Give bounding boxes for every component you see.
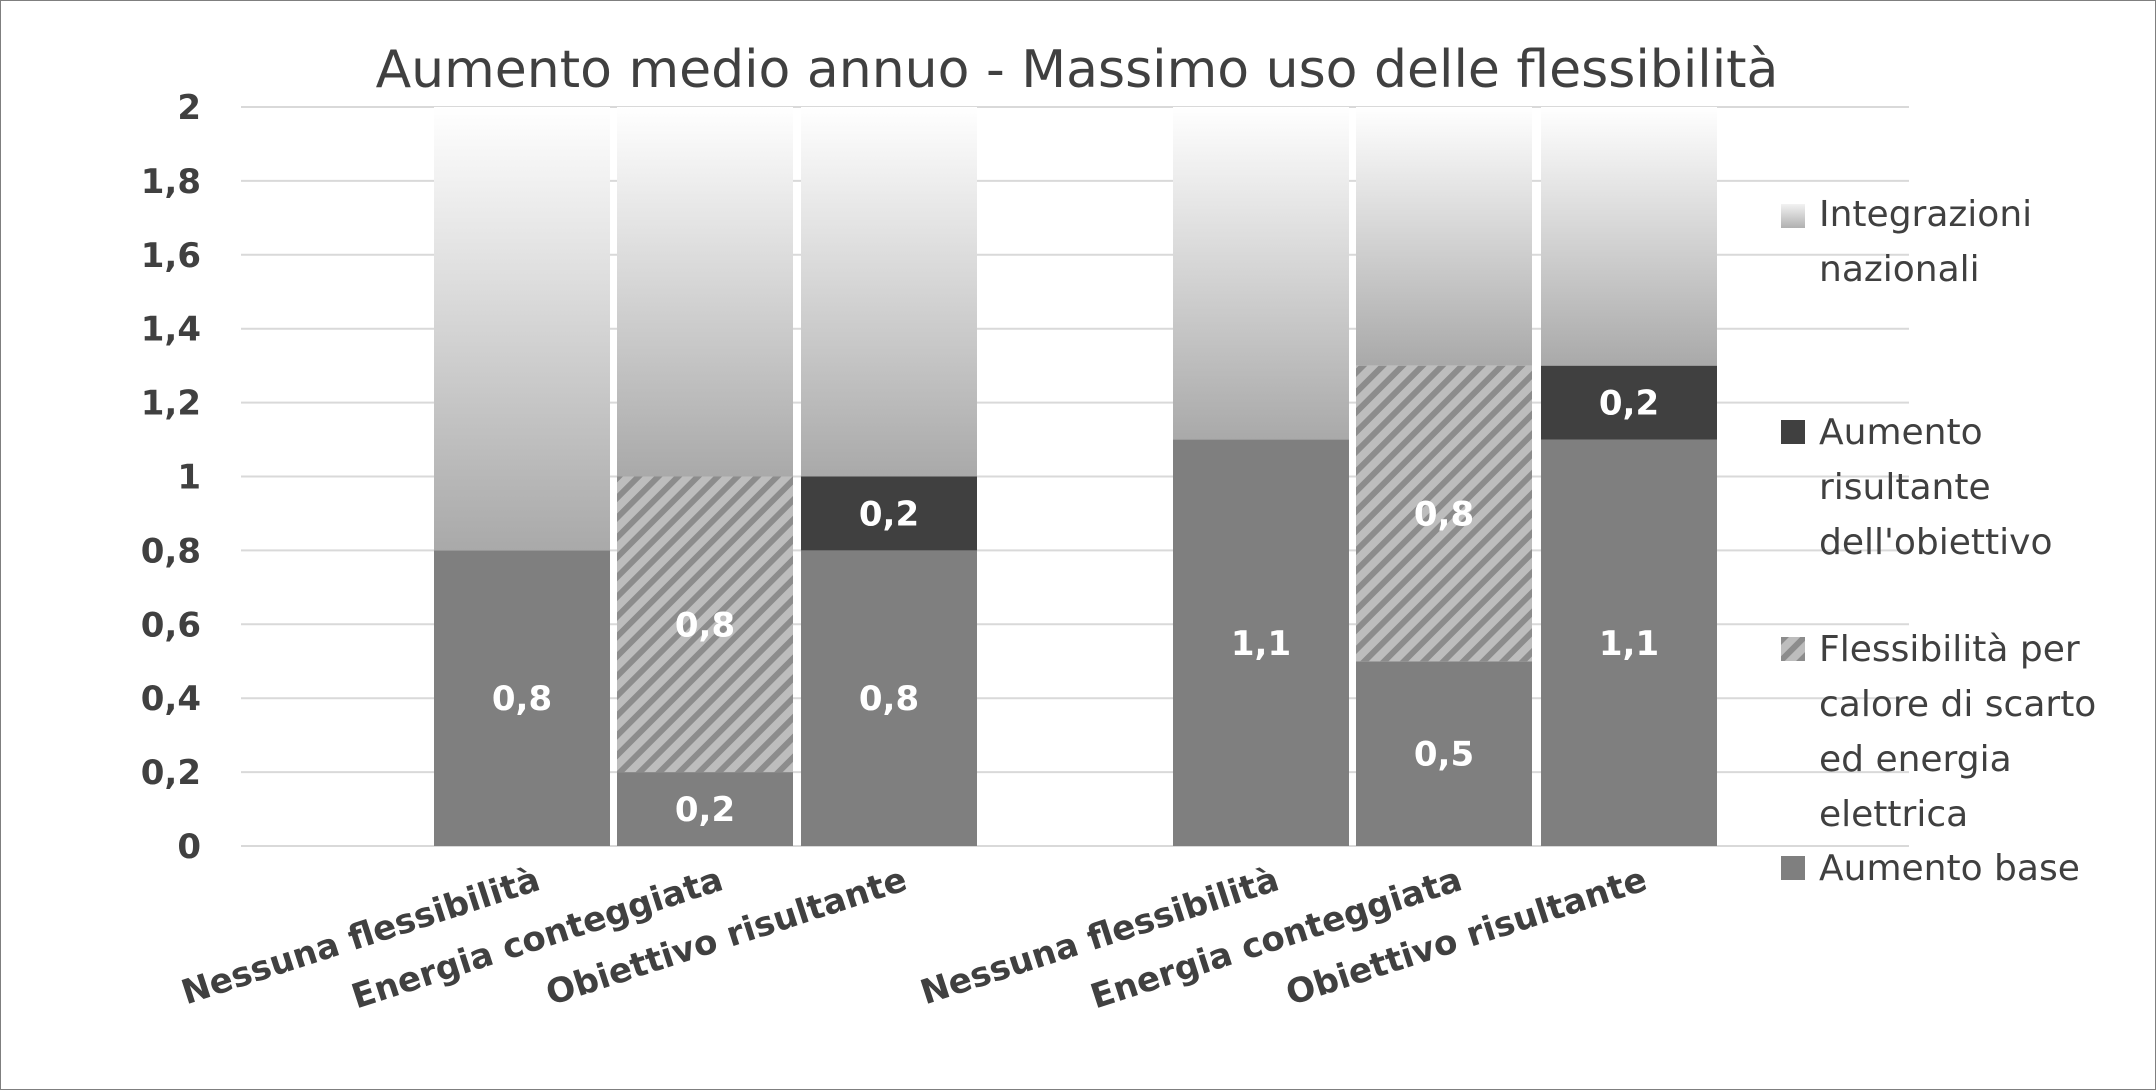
bar-segment bbox=[1173, 107, 1349, 440]
legend-item: Integrazioni nazionali bbox=[1781, 194, 2032, 290]
bar-segment bbox=[617, 476, 793, 773]
legend-item: Aumento base bbox=[1781, 848, 2080, 889]
legend: Integrazioni nazionali Aumento risultante de… bbox=[1781, 194, 2096, 889]
data-label: 0,8 bbox=[859, 679, 919, 719]
legend-label: elettrica bbox=[1819, 794, 1968, 835]
legend-label: calore di scarto bbox=[1819, 684, 2096, 725]
y-tick-label: 2 bbox=[177, 88, 201, 128]
y-tick-label: 0,2 bbox=[141, 753, 201, 793]
y-axis-tick-labels: 0 0,2 0,4 0,6 0,8 1 1,2 1,4 1,6 1,8 2 bbox=[141, 88, 201, 867]
legend-label: ed energia bbox=[1819, 739, 2012, 780]
legend-label: dell'obiettivo bbox=[1819, 522, 2053, 563]
data-label: 0,2 bbox=[859, 494, 919, 534]
data-label: 1,1 bbox=[1231, 624, 1291, 664]
data-label: 0,8 bbox=[1414, 494, 1474, 534]
bar-segment bbox=[617, 772, 793, 846]
y-tick-label: 0,6 bbox=[141, 605, 201, 645]
legend-label: Aumento base bbox=[1819, 848, 2080, 889]
bar-segment bbox=[1173, 439, 1349, 846]
bar-segment bbox=[1541, 365, 1717, 440]
data-label: 0,8 bbox=[675, 605, 735, 645]
bars bbox=[434, 107, 1717, 846]
y-tick-label: 0,8 bbox=[141, 531, 201, 571]
legend-item: Aumento risultante dell'obiettivo bbox=[1781, 412, 2053, 563]
data-label: 0,2 bbox=[1599, 384, 1659, 424]
bar-segment bbox=[1356, 365, 1532, 662]
legend-swatch bbox=[1781, 637, 1805, 661]
legend-label: risultante bbox=[1819, 467, 1991, 508]
bar-segment bbox=[434, 550, 610, 846]
bar-segment bbox=[801, 550, 977, 846]
data-label: 1,1 bbox=[1599, 624, 1659, 664]
bar-segment bbox=[801, 107, 977, 477]
y-tick-label: 0,4 bbox=[141, 679, 201, 719]
legend-swatch bbox=[1781, 856, 1805, 880]
y-tick-label: 1,4 bbox=[141, 310, 201, 350]
bar-segment bbox=[617, 107, 793, 477]
data-label: 0,8 bbox=[492, 679, 552, 719]
y-tick-label: 1 bbox=[177, 458, 201, 498]
legend-swatch bbox=[1781, 420, 1805, 444]
legend-label: nazionali bbox=[1819, 249, 1980, 290]
legend-swatch bbox=[1781, 204, 1805, 228]
y-tick-label: 0 bbox=[177, 827, 201, 867]
data-label: 0,5 bbox=[1414, 735, 1474, 775]
legend-label: Integrazioni bbox=[1819, 194, 2032, 235]
bar-segment bbox=[801, 476, 977, 551]
bar-segment bbox=[1356, 661, 1532, 846]
bar-segment bbox=[1541, 439, 1717, 846]
y-tick-label: 1,2 bbox=[141, 384, 201, 424]
legend-item: Flessibilità per calore di scarto ed energ… bbox=[1781, 629, 2096, 835]
data-label: 0,2 bbox=[675, 790, 735, 830]
bar-segment bbox=[1356, 107, 1532, 366]
y-tick-label: 1,6 bbox=[141, 236, 201, 276]
bar-segment bbox=[1541, 107, 1717, 366]
y-tick-label: 1,8 bbox=[141, 162, 201, 202]
data-labels: 0,8 0,2 0,8 0,8 0,2 1,1 0,5 0,8 1,1 0,2 bbox=[492, 384, 1659, 830]
legend-label: Aumento bbox=[1819, 412, 1983, 453]
chart-title: Aumento medio annuo - Massimo uso delle … bbox=[376, 40, 1779, 100]
legend-label: Flessibilità per bbox=[1819, 629, 2080, 670]
bar-segment bbox=[434, 107, 610, 551]
